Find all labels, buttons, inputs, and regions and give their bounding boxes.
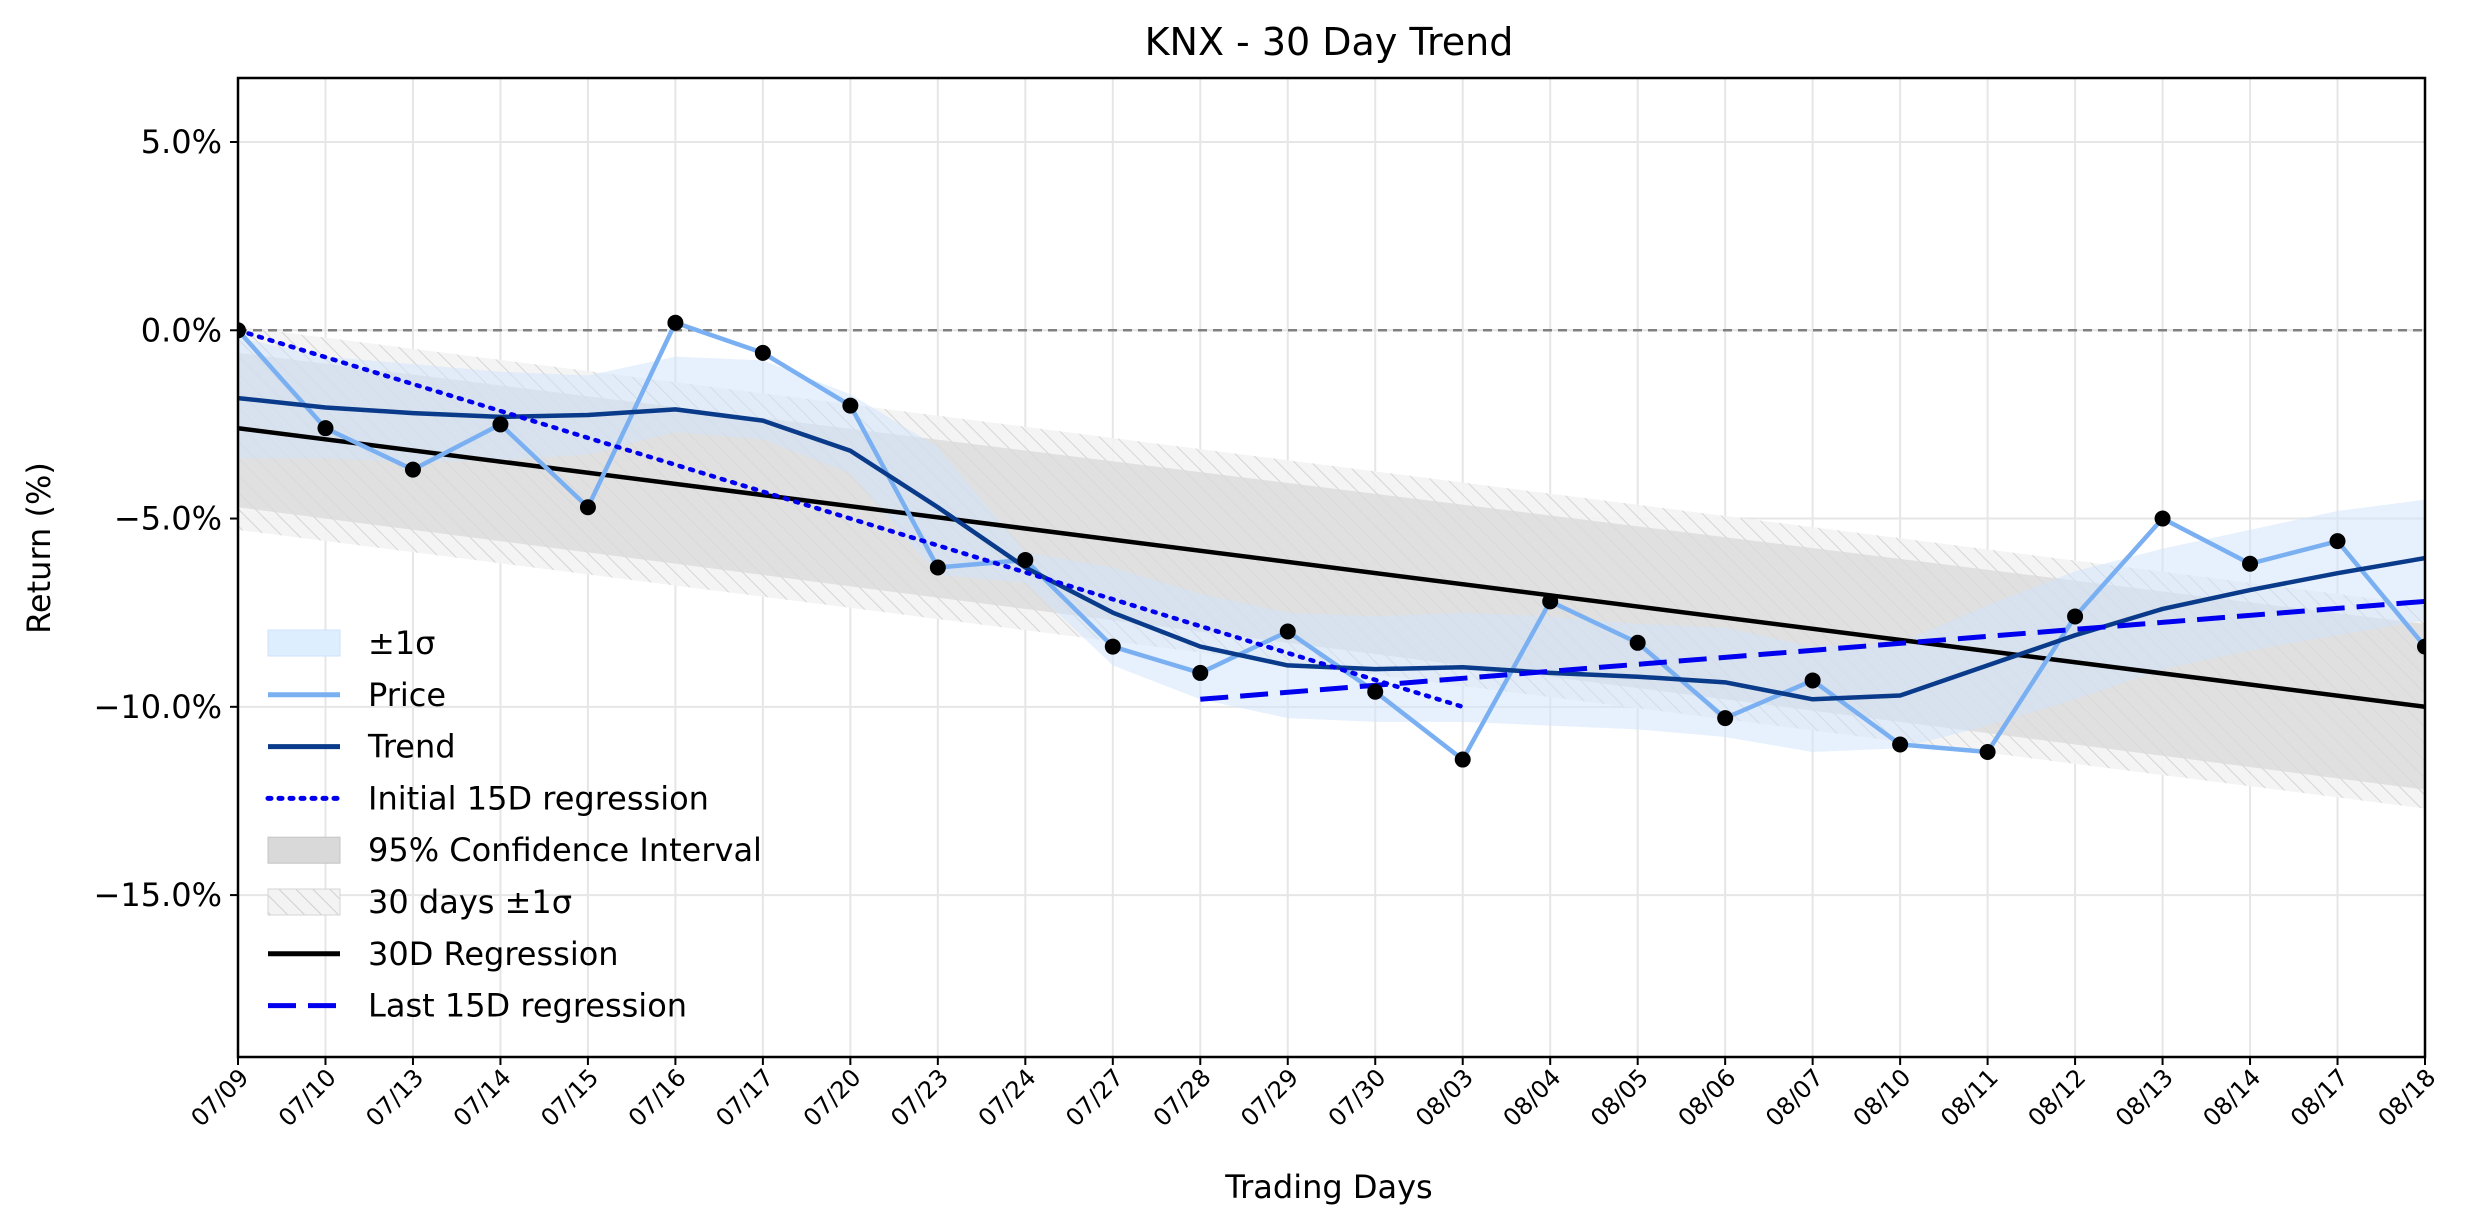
price-point: [1629, 634, 1646, 651]
price-point: [1192, 664, 1209, 681]
legend-label: 30D Regression: [368, 935, 619, 973]
x-tick-label: 07/30: [1323, 1063, 1392, 1132]
price-point: [1717, 710, 1734, 727]
x-tick-label: 07/17: [710, 1063, 779, 1132]
price-point: [1804, 672, 1821, 689]
price-point: [579, 499, 596, 516]
legend-swatch-30d-sigma: [267, 888, 341, 916]
x-tick-label: 07/13: [360, 1063, 429, 1132]
plot-layer: [238, 314, 2425, 809]
y-tick-label: −10.0%: [94, 688, 222, 726]
x-tick-label: 07/16: [623, 1063, 692, 1132]
chart-title: KNX - 30 Day Trend: [1145, 20, 1514, 64]
legend-label: Price: [368, 676, 446, 714]
price-point: [2242, 555, 2259, 572]
price-point: [1892, 736, 1909, 753]
price-point: [1454, 751, 1471, 768]
y-tick-label: −5.0%: [114, 500, 222, 538]
x-tick-label: 07/29: [1235, 1063, 1304, 1132]
legend-item: Price: [268, 676, 446, 714]
x-axis-label: Trading Days: [1224, 1168, 1432, 1206]
x-tick-label: 08/17: [2285, 1063, 2354, 1132]
x-tick-label: 08/06: [1673, 1063, 1742, 1132]
price-point: [238, 322, 246, 339]
band-sigma: [238, 337, 2425, 753]
legend-label: 95% Confidence Interval: [368, 831, 762, 869]
plot-frame: [236, 76, 2427, 1059]
x-tick-label: 07/14: [448, 1063, 517, 1132]
legend: ±1σ Price Trend Initial 15D regression 95% C…: [265, 624, 762, 1025]
legend-label: Last 15D regression: [368, 987, 687, 1025]
price-point: [929, 559, 946, 576]
price-point: [1367, 683, 1384, 700]
price-point: [2067, 608, 2084, 625]
price-point: [842, 397, 859, 414]
legend-label: ±1σ: [368, 624, 435, 662]
legend-label: Trend: [367, 728, 456, 766]
x-tick-label: 08/11: [1935, 1063, 2004, 1132]
legend-label: 30 days ±1σ: [368, 883, 572, 921]
price-point: [2154, 510, 2171, 527]
y-tick-label: −15.0%: [94, 876, 222, 914]
price-point: [667, 314, 684, 331]
x-tick-label: 07/28: [1148, 1063, 1217, 1132]
y-tick-label: 0.0%: [141, 311, 222, 349]
legend-label: Initial 15D regression: [368, 779, 709, 817]
price-point: [492, 416, 509, 433]
legend-swatch-ci: [267, 836, 341, 864]
legend-item: ±1σ: [267, 624, 435, 662]
initial-15d-regression-line: [238, 328, 1465, 710]
x-tick-label: 08/10: [1848, 1063, 1917, 1132]
price-point: [1017, 551, 1034, 568]
x-tick-label: 07/10: [273, 1063, 342, 1132]
price-point: [404, 461, 421, 478]
price-point: [1979, 744, 1996, 761]
x-tick-label: 08/14: [2198, 1063, 2267, 1132]
x-tick-label: 08/04: [1498, 1063, 1567, 1132]
legend-item: 30D Regression: [268, 935, 619, 973]
x-tick-label: 08/13: [2110, 1063, 2179, 1132]
price-point: [1104, 638, 1121, 655]
price-point: [2417, 638, 2425, 655]
last-15d-regression-line: [1200, 598, 2425, 702]
price-point: [754, 344, 771, 361]
legend-item: 30 days ±1σ: [267, 883, 572, 921]
price-point: [1542, 593, 1559, 610]
price-point: [2329, 533, 2346, 550]
x-tick-label: 07/20: [798, 1063, 867, 1132]
legend-item: Initial 15D regression: [265, 779, 709, 817]
y-tick-label: 5.0%: [141, 123, 222, 161]
x-tick-label: 08/05: [1585, 1063, 1654, 1132]
legend-item: Last 15D regression: [268, 987, 687, 1025]
legend-item: 95% Confidence Interval: [267, 831, 762, 869]
y-axis-label: Return (%): [20, 462, 58, 634]
x-tick-label: 08/12: [2023, 1063, 2092, 1132]
x-tick-label: 07/09: [186, 1063, 255, 1132]
x-tick-label: 08/18: [2373, 1063, 2442, 1132]
legend-item: Trend: [268, 728, 456, 766]
x-tick-label: 08/03: [1410, 1063, 1479, 1132]
price-point: [317, 420, 334, 437]
price-point: [1279, 623, 1296, 640]
x-tick-label: 07/23: [885, 1063, 954, 1132]
legend-swatch-sigma: [267, 629, 341, 657]
x-tick-label: 08/07: [1760, 1063, 1829, 1132]
x-tick-label: 07/15: [535, 1063, 604, 1132]
x-tick-label: 07/24: [973, 1063, 1042, 1132]
x-tick-label: 07/27: [1060, 1063, 1129, 1132]
